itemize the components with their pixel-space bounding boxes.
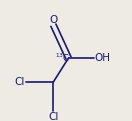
Text: O: O — [49, 15, 58, 25]
Text: Cl: Cl — [15, 77, 25, 87]
Text: Cl: Cl — [48, 112, 59, 121]
Text: $^{13}$C: $^{13}$C — [55, 52, 70, 64]
Text: OH: OH — [94, 53, 110, 63]
